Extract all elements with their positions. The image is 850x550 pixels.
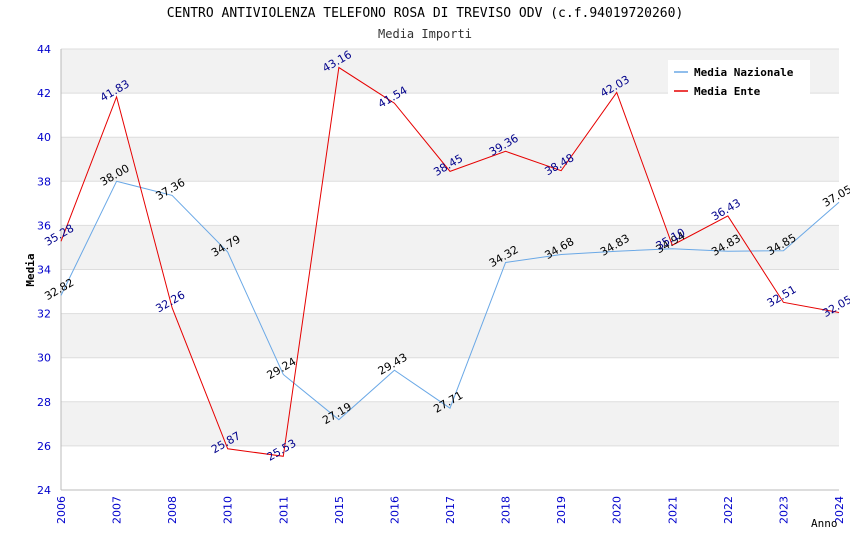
y-tick-label: 32 xyxy=(37,308,51,321)
x-tick-label: 2006 xyxy=(55,496,68,524)
series-lines xyxy=(60,66,840,457)
x-tick-label: 2011 xyxy=(277,496,290,524)
grid-bands xyxy=(61,49,839,446)
y-tick-label: 42 xyxy=(37,87,51,100)
tick-labels: 24 26 28 30 32 34 36 38 40 42 44 2006 2007 2008 2010 20… xyxy=(37,43,846,524)
x-axis-title: Anno xyxy=(811,517,838,530)
data-label: 29.24 xyxy=(265,355,299,382)
x-tick-label: 2021 xyxy=(666,496,679,524)
grid-band xyxy=(61,225,839,270)
y-tick-label: 36 xyxy=(37,219,51,232)
y-tick-label: 38 xyxy=(37,175,51,188)
y-tick-label: 30 xyxy=(37,352,51,365)
x-tick-label: 2024 xyxy=(833,496,846,524)
x-tick-label: 2017 xyxy=(444,496,457,524)
x-tick-label: 2019 xyxy=(555,496,568,524)
chart-subtitle: Media Importi xyxy=(378,27,472,41)
legend: Media Nazionale Media Ente xyxy=(668,60,810,100)
grid-band xyxy=(61,401,839,446)
grid-band xyxy=(61,137,839,182)
legend-entry: Media Nazionale xyxy=(694,66,794,79)
data-label: 32.82 xyxy=(42,276,76,303)
axes xyxy=(60,49,839,491)
x-tick-label: 2020 xyxy=(611,496,624,524)
series-line-media-ente xyxy=(60,66,840,457)
x-tick-label: 2010 xyxy=(222,496,235,524)
y-tick-label: 44 xyxy=(37,43,51,56)
x-tick-label: 2015 xyxy=(333,496,346,524)
x-tick-label: 2022 xyxy=(722,496,735,524)
y-tick-label: 28 xyxy=(37,396,51,409)
x-tick-label: 2007 xyxy=(111,496,124,524)
series-line-media-nazionale xyxy=(60,180,840,421)
legend-entry: Media Ente xyxy=(694,85,761,98)
data-label: 32.51 xyxy=(765,283,799,310)
legend-box xyxy=(668,60,810,100)
y-tick-label: 40 xyxy=(37,131,51,144)
y-tick-label: 26 xyxy=(37,440,51,453)
grid-band xyxy=(61,313,839,358)
x-tick-label: 2016 xyxy=(388,496,401,524)
x-tick-label: 2008 xyxy=(166,496,179,524)
y-tick-label: 24 xyxy=(37,484,51,497)
data-label: 36.43 xyxy=(709,196,743,223)
y-axis-title: Media xyxy=(24,253,37,286)
grid-lines xyxy=(61,48,839,491)
x-tick-label: 2018 xyxy=(500,496,513,524)
chart-title: CENTRO ANTIVIOLENZA TELEFONO ROSA DI TRE… xyxy=(166,6,684,21)
x-tick-label: 2023 xyxy=(777,496,790,524)
y-tick-label: 34 xyxy=(37,264,51,277)
data-label: 32.26 xyxy=(154,288,188,315)
